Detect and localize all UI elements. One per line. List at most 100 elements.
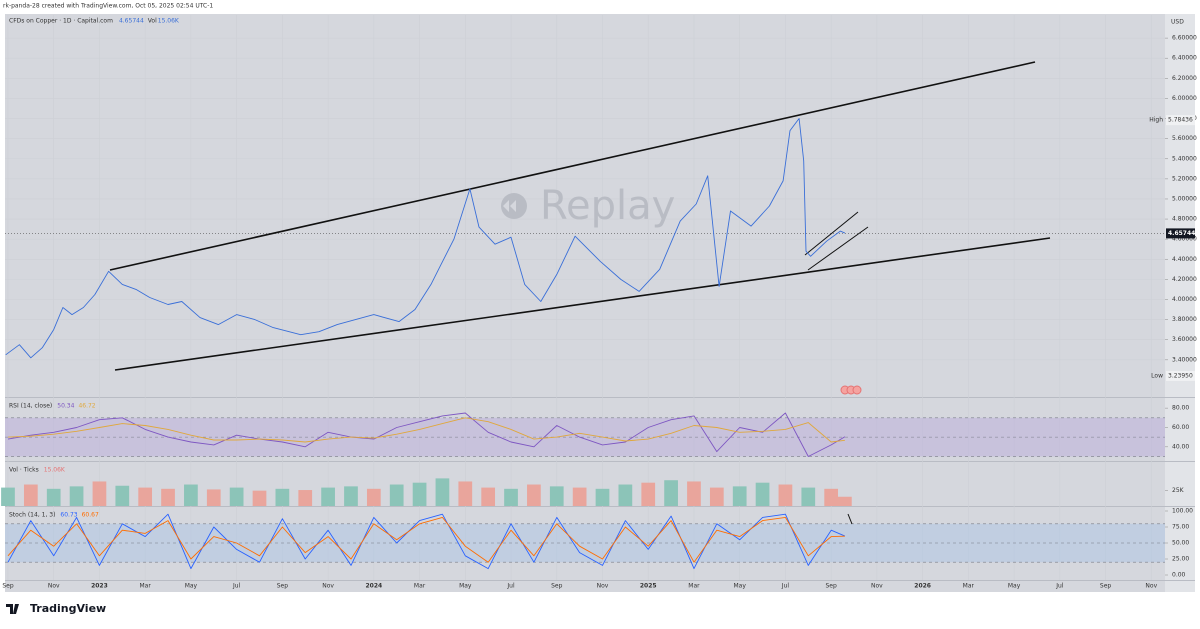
- under-layer: [1, 15, 1165, 580]
- volume-bar: [435, 478, 450, 506]
- watermark: Replay: [540, 183, 675, 229]
- y-tick-label: 75.00: [1172, 524, 1189, 531]
- y-tick-label: 5.40000: [1172, 155, 1197, 162]
- trend-line: [847, 513, 853, 525]
- x-tick-label: May: [1008, 583, 1021, 590]
- volume-bar: [115, 485, 130, 506]
- series-line: [7, 417, 845, 443]
- volume-bar: [1, 487, 15, 506]
- x-tick-label: Mar: [414, 583, 426, 590]
- y-tick-label: 6.60000: [1172, 35, 1197, 42]
- x-tick-label: May: [733, 583, 746, 590]
- volume-bar: [184, 484, 198, 506]
- volume-bar: [344, 486, 358, 506]
- watermark-icon: [503, 200, 516, 212]
- series-line: [7, 513, 846, 570]
- volume-bar: [389, 484, 404, 506]
- x-tick-label: May: [185, 583, 198, 590]
- y-tick-label: 4.20000: [1172, 276, 1197, 283]
- y-tick-label: 40.00: [1172, 443, 1189, 450]
- x-tick-label: 2024: [365, 583, 382, 590]
- y-tick-label: 4.40000: [1172, 256, 1197, 263]
- y-tick-label: 5.60000: [1172, 135, 1197, 142]
- series-line: [5, 118, 846, 359]
- y-tick-label: 5.00000: [1172, 195, 1197, 202]
- currency: USD: [1171, 19, 1184, 26]
- x-tick-label: Mar: [688, 583, 700, 590]
- volume-bar: [618, 484, 633, 506]
- volume-bar: [664, 480, 678, 506]
- low-text: Low: [1151, 372, 1163, 379]
- y-tick-label: 4.00000: [1172, 296, 1197, 303]
- volume-bar: [46, 488, 61, 506]
- volume-bar: [92, 481, 107, 506]
- last-price-box: [1166, 228, 1195, 239]
- low-box: [1166, 370, 1195, 381]
- x-tick-label: Jul: [232, 583, 241, 590]
- event-icon: [852, 385, 862, 395]
- volume-bar: [298, 490, 313, 506]
- x-tick-label: Nov: [322, 583, 334, 590]
- x-tick-label: Mar: [963, 583, 975, 590]
- series-line: [7, 516, 845, 563]
- y-tick-label: 50.00: [1172, 540, 1189, 547]
- volume-bar: [732, 486, 747, 506]
- volume-bar: [23, 484, 38, 506]
- y-tick-label: 6.40000: [1172, 55, 1197, 62]
- trend-line: [114, 237, 1051, 371]
- high-label: 5.78436: [1168, 117, 1193, 124]
- y-tick-label: 5.20000: [1172, 175, 1197, 182]
- legend-title: RSI (14, close): [9, 403, 52, 410]
- volume-bar: [206, 489, 221, 506]
- legend-title: Stoch (14, 1, 3): [9, 512, 55, 519]
- x-tick-label: Nov: [1145, 583, 1157, 590]
- y-tick-label: 3.80000: [1172, 316, 1197, 323]
- x-tick-label: Sep: [551, 583, 563, 590]
- x-tick-label: Mar: [140, 583, 152, 590]
- volume-bar: [527, 484, 541, 506]
- x-tick-label: Nov: [597, 583, 609, 590]
- x-tick-label: 2025: [640, 583, 657, 590]
- high-box: [1166, 115, 1195, 126]
- legend-value: 15.06K: [44, 467, 66, 474]
- volume-bar: [366, 488, 381, 506]
- price-axis-area: [1165, 14, 1195, 592]
- y-tick-label: 80.00: [1172, 405, 1189, 412]
- volume-bar: [687, 481, 701, 506]
- y-tick-label: 0.00: [1172, 572, 1186, 579]
- legend-vol: Vol: [148, 18, 157, 25]
- y-tick-label: 3.40000: [1172, 356, 1197, 363]
- x-tick-label: Sep: [2, 583, 14, 590]
- legend-title: CFDs on Copper · 1D · Capital.com: [9, 18, 113, 25]
- volume-bar: [321, 487, 335, 506]
- legend-value: 60.67: [82, 512, 99, 519]
- footer-logo-icon: [6, 604, 19, 614]
- trend-line: [807, 226, 869, 271]
- high-text: High: [1149, 117, 1163, 124]
- x-tick-label: Nov: [871, 583, 883, 590]
- volume-bar: [458, 481, 473, 506]
- legend-price: 4.65744: [119, 18, 144, 25]
- y-tick-label: 4.80000: [1172, 216, 1197, 223]
- trend-line: [109, 61, 1036, 271]
- x-tick-label: Jul: [506, 583, 515, 590]
- x-tick-label: Jul: [1055, 583, 1064, 590]
- legend-value: 46.72: [78, 403, 95, 410]
- volume-bar: [549, 486, 564, 506]
- volume-bar: [572, 487, 587, 506]
- volume-bar: [778, 484, 793, 506]
- header: rk-panda-28 created with TradingView.com…: [3, 3, 213, 10]
- volume-bar: [138, 487, 153, 506]
- last-price-label: 4.65744: [1168, 230, 1195, 237]
- volume-bar: [412, 482, 427, 506]
- legend-value: 50.34: [57, 403, 74, 410]
- series-line: [7, 412, 846, 457]
- y-tick-label: 4.60000: [1172, 236, 1197, 243]
- volume-bar: [161, 488, 175, 506]
- y-tick-label: 100.00: [1172, 508, 1193, 515]
- volume-bar: [824, 488, 839, 506]
- event-icon: [840, 385, 862, 395]
- volume-bar: [252, 490, 267, 506]
- x-tick-label: 2026: [914, 583, 931, 590]
- volume-bar: [755, 482, 770, 506]
